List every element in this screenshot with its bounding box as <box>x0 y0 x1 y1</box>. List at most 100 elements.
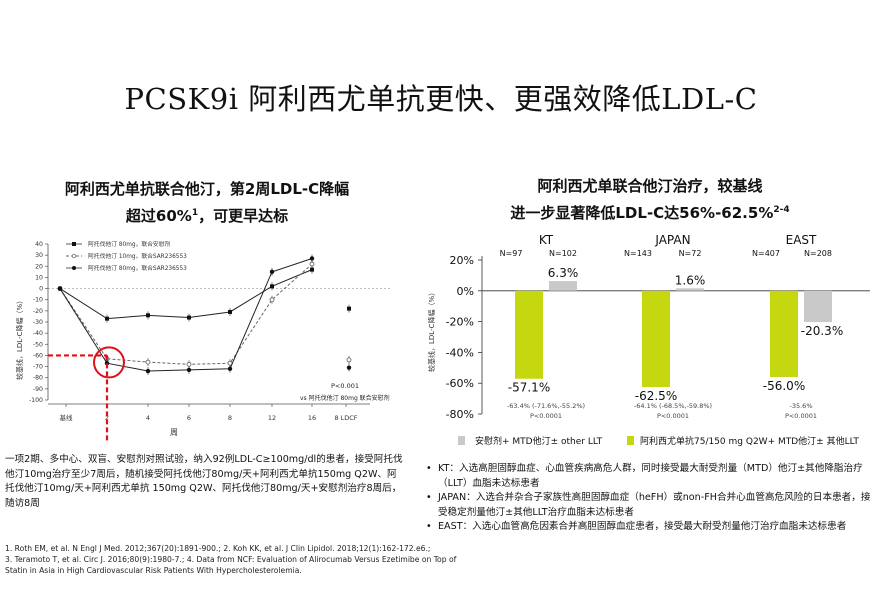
value-label: -20.3% <box>801 324 843 338</box>
reference-line: 3. Teramoto T, et al. Circ J. 2016;80(9)… <box>5 555 457 564</box>
group-label: KT <box>539 233 554 247</box>
x-tick-label: 基线 <box>60 413 74 422</box>
data-point <box>228 309 232 314</box>
n-label: N=407 <box>752 249 780 258</box>
value-label: 6.3% <box>548 266 579 280</box>
data-point <box>269 297 275 303</box>
bar-legend: 安慰剂+ MTD他汀± other LLT 阿利西尤单抗75/150 mg Q2… <box>458 434 859 447</box>
y-tick-label: -60 <box>33 352 43 359</box>
data-point <box>270 284 274 289</box>
legend-marker <box>71 253 77 259</box>
data-point <box>227 366 233 371</box>
references: 1. Roth EM, et al. N Engl J Med. 2012;36… <box>5 543 525 576</box>
legend-label: 阿托伐他汀 80mg，联合安慰剂 <box>88 240 171 248</box>
y-tick-label: -50 <box>33 341 43 348</box>
bar-chart: 20% 0% -20% -40% -60% -80% KT N=97 N=102 -57.1% 6… <box>427 233 870 421</box>
legend-marker <box>72 266 76 270</box>
y-tick-label: 20 <box>35 263 43 270</box>
alirocumab-bar <box>770 290 798 378</box>
y-tick-label: 10 <box>35 274 43 281</box>
comparison-label: vs 阿托伐他汀 80mg 联合安慰剂 <box>300 394 390 402</box>
difference-label: -64.1% (-68.5%,-59.8%) <box>634 402 712 410</box>
p-value-label: P<0.0001 <box>530 412 562 420</box>
reference-line: 1. Roth EM, et al. N Engl J Med. 2012;36… <box>5 544 431 553</box>
data-point <box>269 269 275 275</box>
data-point <box>309 256 315 261</box>
x-tick-label: 16 <box>308 414 316 422</box>
data-point <box>309 261 315 267</box>
group-label: JAPAN <box>654 233 690 247</box>
reference-line: Statin in Asia in High Cardiovascular Ri… <box>5 566 302 575</box>
value-label: 1.6% <box>675 273 706 287</box>
p-value-label: P<0.001 <box>331 382 359 390</box>
right-panel-title: 阿利西尤单联合他汀治疗，较基线 进一步显著降低LDL-C达56%-62.5%2-… <box>440 174 860 225</box>
left-title-line1: 阿利西尤单抗联合他汀，第2周LDL-C降幅 <box>64 180 350 198</box>
y-tick-label: -20% <box>446 316 474 329</box>
y-tick-label: -80 <box>33 375 43 382</box>
y-tick-label: 0 <box>39 286 43 293</box>
legend-label-placebo: 安慰剂+ MTD他汀± other LLT <box>475 437 603 447</box>
right-title-line1: 阿利西尤单联合他汀治疗，较基线 <box>537 177 763 195</box>
legend-label-alirocumab: 阿利西尤单抗75/150 mg Q2W+ MTD他汀± 其他LLT <box>640 437 859 447</box>
y-tick-label: 20% <box>450 254 474 267</box>
x-tick-label: 6 <box>187 414 191 422</box>
y-tick-label: -100 <box>29 397 43 404</box>
x-tick-label: 4 <box>146 414 150 422</box>
y-tick-label: -90 <box>33 386 43 393</box>
line-chart-y-label: 较基线，LDL-C降幅（%） <box>15 297 24 380</box>
difference-label: -63.4% (-71.6%,-55.2%) <box>507 402 585 410</box>
p-value-label: P<0.0001 <box>657 412 689 420</box>
data-point <box>145 368 151 374</box>
n-label: N=208 <box>804 249 832 258</box>
x-tick-label: 12 <box>268 414 276 422</box>
y-tick-label: -40 <box>33 330 43 337</box>
highlight-circle <box>93 346 125 379</box>
data-point <box>146 313 150 318</box>
value-label: -56.0% <box>763 379 805 393</box>
value-label: -62.5% <box>635 389 677 403</box>
n-label: N=143 <box>624 249 652 258</box>
line-chart-x-label: 周 <box>170 428 178 437</box>
data-point <box>186 361 192 367</box>
x-tick-label: 8 <box>228 414 232 422</box>
y-tick-label: -40% <box>446 346 474 359</box>
left-footnote: 一项2期、多中心、双盲、安慰剂对照试验，纳入92例LDL-C≥100mg/dl的… <box>5 454 403 509</box>
series-line <box>59 269 313 320</box>
placebo-bar <box>676 288 704 291</box>
bullet-kt: KT：入选高胆固醇血症、心血管疾病高危人群，同时接受最大耐受剂量（MTD）他汀±… <box>426 462 876 491</box>
alirocumab-bar <box>515 290 543 379</box>
y-tick-label: -60% <box>446 377 474 390</box>
placebo-bar <box>804 290 832 323</box>
legend-swatch-placebo <box>458 436 465 445</box>
x-tick-label: 2 <box>105 414 109 422</box>
y-tick-label: 0% <box>457 285 474 298</box>
y-tick-label: 30 <box>35 252 43 259</box>
bar-chart-y-label: 较基线，LDL-C降幅（%） <box>427 289 436 372</box>
side-point <box>347 306 351 311</box>
placebo-bar <box>549 281 577 291</box>
slide-title: PCSK9i 阿利西尤单抗更快、更强效降低LDL-C <box>124 82 758 116</box>
left-panel-title: 阿利西尤单抗联合他汀，第2周LDL-C降幅 超过60%1，可更早达标 <box>22 177 392 228</box>
n-label: N=102 <box>549 249 577 258</box>
legend-swatch-alirocumab <box>627 436 634 445</box>
data-point <box>145 359 151 365</box>
data-point <box>105 316 109 321</box>
left-title-line2: 超过60%1，可更早达标 <box>125 207 289 225</box>
y-tick-label: -20 <box>33 308 43 315</box>
y-tick-label: -70 <box>33 364 43 371</box>
series-line <box>59 258 313 372</box>
legend-label: 阿托伐他汀 80mg，联合SAR236553 <box>88 264 187 272</box>
data-point <box>187 315 191 320</box>
data-point <box>57 286 63 291</box>
side-point <box>346 365 352 370</box>
p-value-label: P<0.0001 <box>785 412 817 420</box>
right-title-line2: 进一步显著降低LDL-C达56%-62.5%2-4 <box>510 204 790 222</box>
legend-marker <box>72 242 76 246</box>
group-label: EAST <box>786 233 817 247</box>
n-label: N=72 <box>679 249 702 258</box>
y-tick-label: -30 <box>33 319 43 326</box>
side-point <box>346 357 352 363</box>
y-tick-label: -80% <box>446 408 474 421</box>
y-tick-label: -10 <box>33 297 43 304</box>
legend-label: 阿托伐他汀 10mg，联合SAR236553 <box>88 252 187 260</box>
